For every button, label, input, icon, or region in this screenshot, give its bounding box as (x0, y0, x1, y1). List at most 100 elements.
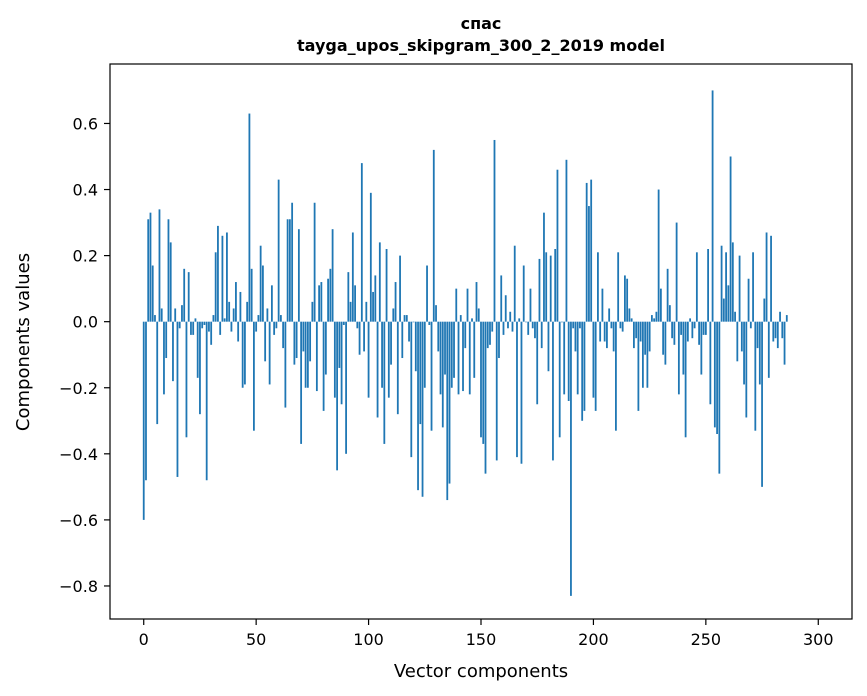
bar-185 (558, 321, 561, 438)
bar-281 (774, 321, 777, 339)
bar-145 (468, 321, 471, 395)
bar-6 (156, 321, 159, 425)
bar-251 (707, 249, 709, 322)
bar-276 (763, 298, 766, 322)
bar-175 (536, 321, 539, 405)
bar-134 (444, 321, 446, 375)
bar-284 (781, 321, 784, 339)
bar-190 (570, 321, 572, 596)
bar-153 (486, 321, 489, 349)
bar-137 (450, 321, 453, 388)
bar-5 (154, 315, 156, 322)
bar-241 (684, 321, 687, 438)
bar-236 (673, 321, 676, 345)
bar-67 (293, 321, 296, 365)
bar-61 (279, 315, 282, 322)
bar-112 (394, 282, 397, 322)
bar-195 (581, 321, 584, 421)
bar-262 (731, 242, 734, 322)
bar-79 (320, 282, 323, 322)
bar-20 (187, 272, 190, 322)
bar-216 (628, 308, 631, 322)
bar-227 (653, 318, 656, 322)
bar-35 (221, 235, 224, 322)
bar-44 (241, 321, 244, 388)
bar-73 (306, 321, 309, 388)
bar-206 (606, 321, 608, 349)
bar-54 (264, 321, 267, 362)
bar-143 (464, 321, 467, 349)
bar-120 (412, 321, 415, 323)
bar-129 (432, 149, 435, 322)
bar-168 (520, 321, 523, 464)
y-tick-label: 0.0 (73, 313, 98, 332)
bar-139 (455, 288, 458, 322)
bar-27 (203, 321, 206, 325)
bar-64 (286, 219, 289, 322)
bar-104 (376, 321, 379, 418)
bar-48 (250, 268, 253, 322)
bar-15 (176, 321, 179, 477)
bar-267 (743, 321, 745, 385)
bar-177 (540, 321, 543, 349)
bar-222 (641, 321, 644, 388)
bar-32 (214, 252, 217, 322)
bar-264 (736, 321, 739, 362)
bar-51 (257, 315, 260, 322)
bar-242 (686, 321, 689, 342)
bar-123 (419, 321, 422, 425)
bar-183 (554, 249, 557, 322)
bar-243 (689, 318, 692, 322)
bar-246 (695, 252, 698, 322)
bar-29 (208, 321, 210, 332)
x-tick-label: 50 (246, 630, 266, 649)
bar-253 (711, 90, 714, 322)
bar-180 (547, 321, 550, 372)
bar-219 (635, 321, 638, 339)
x-tick-label: 250 (691, 630, 722, 649)
bar-205 (603, 321, 606, 342)
bar-108 (385, 249, 388, 322)
bar-53 (262, 265, 264, 322)
bar-46 (246, 301, 249, 322)
bar-197 (585, 182, 588, 322)
bar-99 (365, 301, 368, 322)
bar-252 (709, 321, 712, 405)
bar-198 (588, 206, 590, 322)
bar-100 (367, 321, 370, 398)
bar-13 (172, 321, 174, 382)
bar-147 (473, 321, 476, 378)
bar-229 (657, 189, 660, 322)
bar-159 (500, 275, 503, 322)
bar-151 (482, 321, 485, 444)
bar-91 (347, 272, 350, 322)
bar-71 (302, 321, 305, 352)
bar-126 (426, 265, 428, 322)
bar-156 (493, 139, 496, 322)
bar-226 (650, 315, 653, 322)
bar-84 (331, 229, 334, 322)
bar-176 (538, 258, 541, 322)
bar-165 (513, 245, 516, 322)
bar-42 (237, 321, 240, 342)
bar-259 (725, 252, 727, 322)
bar-209 (612, 321, 615, 352)
bar-107 (383, 321, 386, 444)
bar-103 (374, 275, 377, 322)
bars-group (142, 90, 788, 596)
bar-258 (722, 298, 725, 322)
bar-9 (163, 321, 165, 395)
y-axis-ticks: −0.8 −0.6 −0.4 −0.2 0.0 0.2 0.4 0.6 (59, 114, 110, 596)
bar-80 (322, 321, 325, 411)
chart-title-line1: спас (461, 14, 502, 33)
bar-49 (253, 321, 255, 431)
bar-155 (491, 321, 494, 332)
bar-25 (199, 321, 201, 415)
bar-213 (621, 321, 624, 332)
bar-52 (259, 245, 262, 322)
bar-286 (785, 315, 788, 322)
bar-56 (268, 321, 271, 385)
bar-163 (509, 311, 512, 322)
bar-231 (662, 321, 665, 355)
bar-69 (297, 229, 300, 322)
